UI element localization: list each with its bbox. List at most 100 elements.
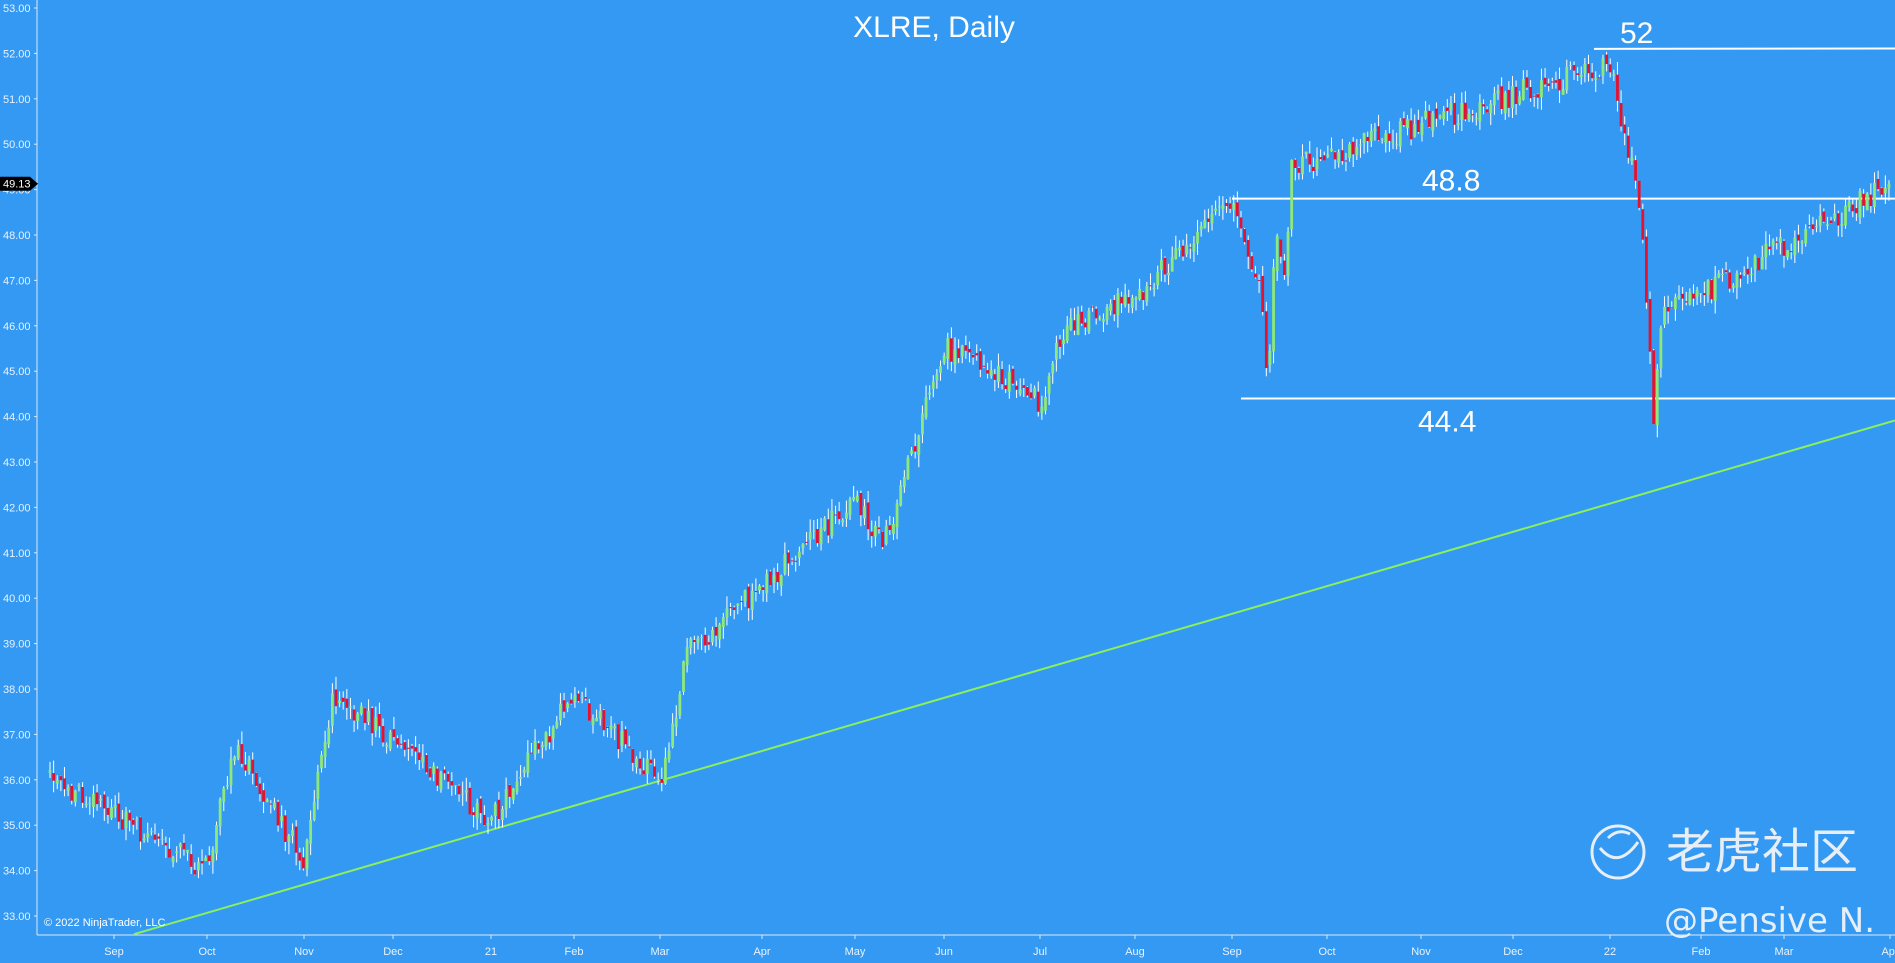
- candle-up: [1330, 148, 1333, 152]
- candle-up: [265, 799, 269, 802]
- candle-up: [1750, 273, 1753, 275]
- candle-up: [88, 803, 92, 805]
- candle-down: [334, 689, 338, 707]
- candle-up: [989, 370, 993, 376]
- candle-down: [508, 784, 512, 797]
- candle-down: [207, 855, 211, 862]
- candle-up: [736, 603, 740, 606]
- candle-down: [81, 787, 84, 803]
- candle-down: [276, 801, 280, 826]
- y-tick-label: 52.00: [3, 48, 31, 60]
- candle-up: [1102, 319, 1105, 322]
- candle-down: [370, 708, 374, 734]
- candle-up: [229, 758, 233, 786]
- candle-up: [1456, 122, 1460, 126]
- candle-down: [1645, 236, 1648, 303]
- candle-up: [280, 816, 284, 822]
- candle-up: [812, 530, 816, 532]
- candle-down: [341, 697, 345, 702]
- x-tick-label: Feb: [1692, 946, 1711, 958]
- candle-down: [128, 812, 132, 821]
- candle-down: [483, 814, 486, 826]
- candle-up: [711, 629, 714, 643]
- candle-up: [149, 831, 153, 833]
- candle-up: [1123, 294, 1127, 306]
- candle-down: [703, 634, 707, 646]
- candle-down: [790, 560, 794, 562]
- candle-down: [1058, 339, 1062, 347]
- candle-up: [1337, 152, 1341, 163]
- candle-up: [873, 525, 877, 537]
- candle-down: [392, 729, 396, 738]
- candle-up: [222, 788, 226, 803]
- candle-up: [758, 585, 761, 591]
- candle-down: [189, 854, 193, 867]
- y-tick-label: 48.00: [3, 230, 31, 242]
- tiger-logo-icon: [1590, 824, 1646, 880]
- candle-up: [515, 781, 519, 792]
- x-tick-label: 22: [1604, 946, 1616, 958]
- candle-down: [410, 745, 414, 749]
- candle-down: [631, 748, 635, 763]
- candle-up: [175, 851, 179, 854]
- candle-up: [1268, 350, 1272, 365]
- x-tick-label: Feb: [565, 946, 584, 958]
- candle-down: [805, 541, 808, 543]
- candle-up: [884, 526, 888, 544]
- candle-down: [403, 742, 407, 750]
- candle-up: [1478, 102, 1482, 122]
- candle-down: [1854, 208, 1858, 214]
- candle-up: [55, 779, 59, 784]
- candle-down: [1427, 110, 1431, 127]
- candle-up: [939, 365, 942, 373]
- candle-down: [1869, 194, 1873, 207]
- candle-down: [1507, 89, 1511, 108]
- candle-up: [84, 804, 88, 806]
- candle-up: [225, 785, 229, 787]
- y-tick-label: 39.00: [3, 639, 31, 651]
- candle-down: [63, 778, 66, 790]
- candle-up: [113, 805, 117, 809]
- candle-up: [1210, 213, 1214, 224]
- candle-down: [1572, 65, 1576, 71]
- candle-down: [1757, 257, 1761, 271]
- candle-up: [1348, 144, 1351, 159]
- candle-down: [1094, 308, 1098, 319]
- candle-up: [906, 457, 910, 479]
- candle-down: [1261, 275, 1265, 312]
- candle-down: [200, 861, 204, 864]
- candle-down: [1239, 217, 1243, 229]
- candle-up: [1518, 96, 1522, 104]
- candle-up: [178, 843, 182, 848]
- candle-down: [1623, 124, 1627, 134]
- candle-down: [1141, 292, 1145, 301]
- candle-down: [1297, 168, 1301, 173]
- candle-up: [1521, 78, 1525, 100]
- levels-group: 52 48.8 44.4: [1232, 17, 1895, 438]
- candle-up: [580, 696, 584, 699]
- candle-down: [399, 743, 403, 745]
- candle-up: [551, 727, 555, 739]
- candle-down: [1228, 203, 1232, 209]
- candle-down: [881, 531, 884, 548]
- candle-up: [197, 862, 200, 871]
- y-tick-label: 35.00: [3, 820, 31, 832]
- candle-down: [653, 766, 656, 777]
- candle-up: [273, 802, 276, 809]
- candle-up: [421, 756, 425, 763]
- x-tick-label: Apr: [1881, 946, 1895, 958]
- candle-down: [1073, 320, 1076, 331]
- candle-down: [1525, 77, 1529, 88]
- candle-down: [732, 607, 736, 610]
- candle-up: [801, 544, 805, 549]
- candle-up: [1290, 159, 1294, 230]
- candle-up: [946, 338, 950, 359]
- level-label: 48.8: [1422, 165, 1480, 198]
- candle-up: [689, 638, 693, 648]
- candle-up: [1221, 205, 1225, 210]
- candle-down: [352, 709, 356, 721]
- x-tick-label: Jun: [935, 946, 953, 958]
- candle-up: [1818, 215, 1822, 226]
- candle-up: [1116, 293, 1120, 316]
